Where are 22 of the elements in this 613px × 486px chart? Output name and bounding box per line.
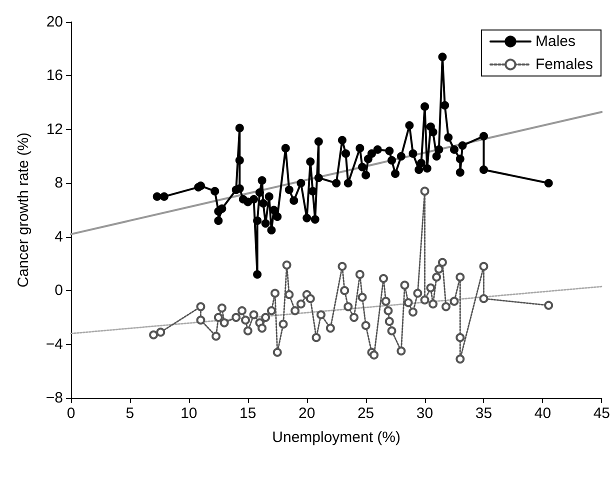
x-tick-label: 30	[416, 405, 434, 422]
x-tick-label: 20	[298, 405, 316, 422]
y-axis-title: Cancer growth rate (%)	[15, 132, 32, 288]
x-tick-label: 45	[593, 405, 610, 422]
y-tick-label: 8	[54, 174, 63, 192]
legend-label: Males	[535, 33, 576, 50]
y-tick-label: −4	[46, 336, 63, 353]
x-tick-label: 0	[66, 405, 76, 422]
x-axis-title: Unemployment (%)	[272, 429, 401, 446]
legend-label: Females	[535, 56, 594, 73]
y-tick-label: 12	[46, 120, 63, 138]
y-tick-label: −8	[46, 390, 63, 406]
y-tick-label: 20	[46, 14, 63, 30]
y-tick-label: 0	[54, 282, 63, 300]
x-tick-label: 10	[180, 405, 198, 422]
y-tick-label: 4	[54, 228, 63, 246]
x-tick-label: 5	[126, 405, 134, 422]
x-tick-label: 35	[475, 405, 492, 422]
x-tick-label: 25	[357, 405, 374, 422]
y-tick-label: 16	[46, 67, 63, 84]
x-tick-label: 40	[534, 405, 552, 422]
x-tick-label: 15	[240, 405, 256, 422]
